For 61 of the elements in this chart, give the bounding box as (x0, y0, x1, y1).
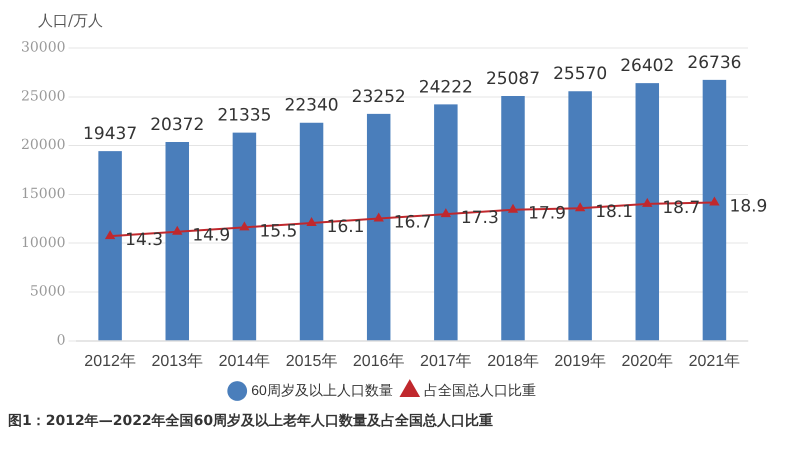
bar (636, 83, 660, 340)
data-label: 25087 (486, 68, 540, 89)
x-tick-label: 2015年 (286, 352, 338, 370)
bar (501, 96, 525, 340)
y-tick-label: 5000 (30, 284, 66, 300)
point (576, 203, 585, 212)
data-label: 17.3 (460, 208, 499, 228)
x-tick-label: 2017年 (420, 352, 472, 370)
data-label: 16.7 (394, 212, 432, 232)
point (307, 218, 316, 226)
x-tick-label: 2019年 (554, 352, 606, 370)
point (106, 231, 115, 240)
data-label: 14.3 (125, 230, 164, 250)
bar (568, 91, 592, 340)
data-label: 18.7 (662, 198, 700, 218)
y-tick-label: 0 (56, 332, 66, 348)
data-label: 24222 (418, 77, 473, 98)
data-label: 21335 (217, 105, 272, 126)
y-tick-label: 10000 (20, 234, 66, 251)
point (172, 226, 182, 235)
data-label: 20372 (150, 114, 204, 135)
point (710, 197, 719, 206)
y-tick-label: 20000 (20, 137, 66, 154)
legend-label: 60周岁及以上人口数量 (251, 382, 393, 398)
bar (166, 142, 190, 340)
data-label: 16.1 (326, 216, 364, 237)
data-label: 19437 (83, 124, 138, 144)
bar (300, 122, 324, 340)
data-label: 14.9 (192, 226, 230, 246)
data-label: 26402 (620, 56, 674, 76)
data-label: 17.9 (528, 204, 566, 224)
data-label: 18.9 (729, 196, 768, 216)
data-label: 22340 (284, 96, 339, 116)
bar (232, 132, 256, 340)
point (240, 222, 249, 230)
bar (434, 104, 458, 340)
data-label: 23252 (352, 86, 406, 107)
point (642, 198, 652, 207)
bar (366, 114, 390, 340)
caption: 图1：2012年—2022年全国60周岁及以上老年人口数量及占全国总人口比重 (8, 412, 494, 430)
x-tick-label: 2021年 (688, 352, 740, 370)
x-tick-label: 2018年 (487, 352, 539, 370)
y-tick-label: 15000 (20, 186, 66, 202)
x-tick-label: 2014年 (218, 352, 270, 370)
y-tick-label: 30000 (20, 40, 66, 56)
x-tick-label: 2016年 (352, 352, 404, 370)
x-tick-label: 2013年 (151, 352, 204, 370)
data-label: 15.5 (259, 221, 298, 242)
x-tick-label: 2020年 (621, 352, 674, 370)
point (374, 214, 384, 222)
y-tick-label: 25000 (20, 88, 66, 104)
legend-label: 占全国总人口比重 (424, 382, 536, 398)
y-axis-title: 人口/万人 (38, 11, 104, 30)
bar (702, 80, 726, 340)
point (508, 204, 518, 213)
point (441, 209, 450, 218)
data-label: 25570 (553, 64, 608, 84)
data-label: 26736 (687, 52, 742, 73)
bar (98, 151, 122, 340)
x-tick-label: 2012年 (84, 352, 136, 370)
data-label: 18.1 (595, 202, 634, 222)
